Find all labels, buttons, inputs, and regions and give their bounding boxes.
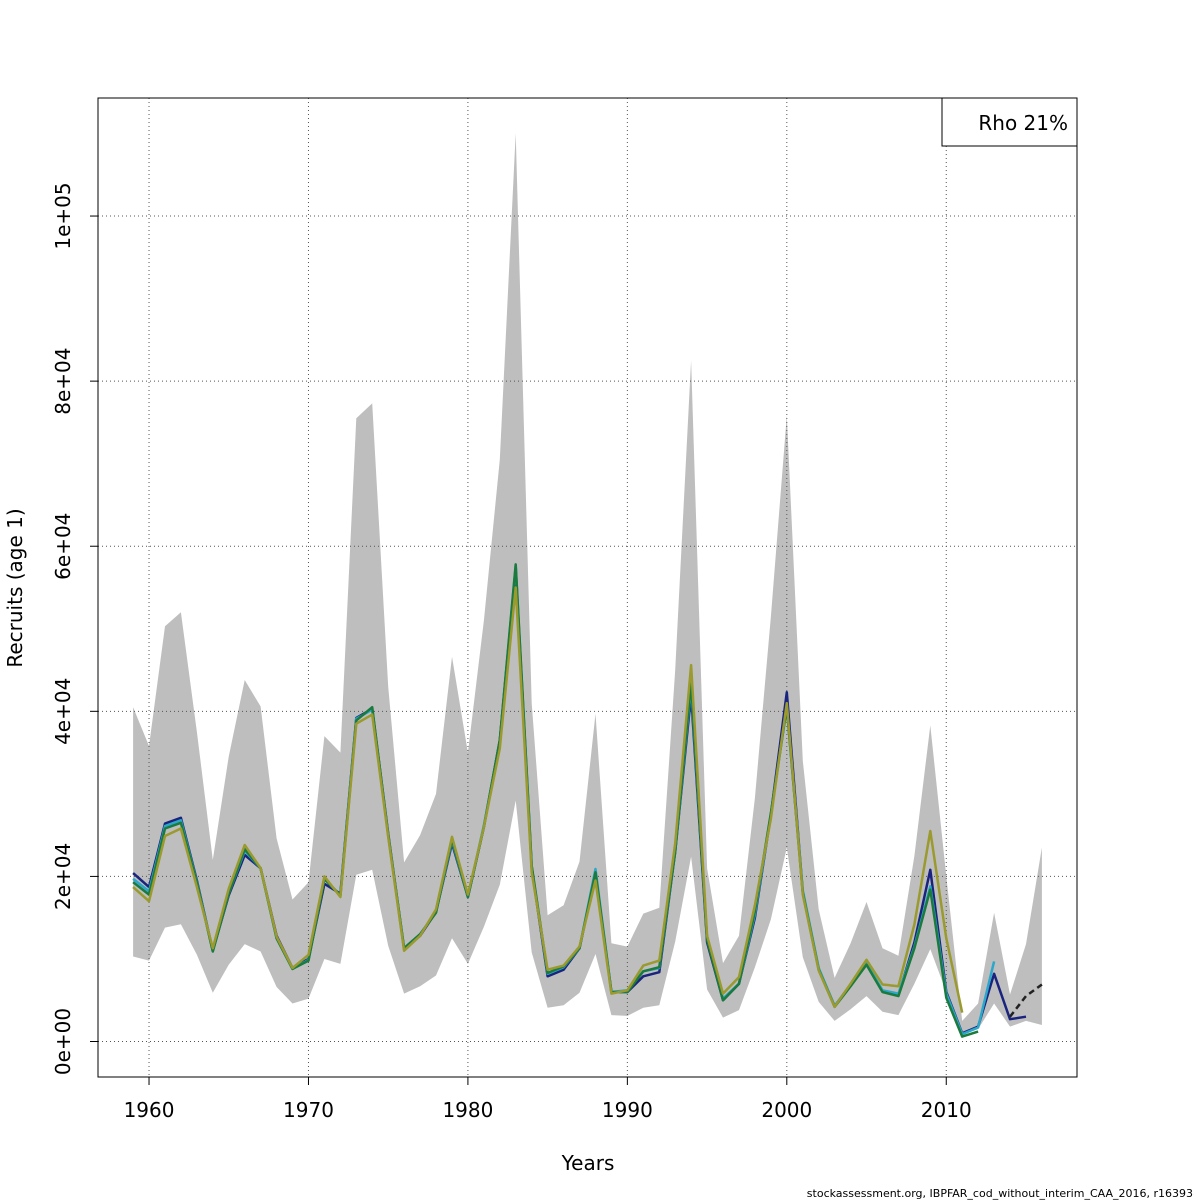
y-tick-label: 1e+05	[51, 182, 75, 249]
x-tick-label: 1990	[602, 1098, 653, 1122]
y-tick-label: 4e+04	[51, 678, 75, 745]
footer-note: stockassessment.org, IBPFAR_cod_without_…	[807, 1187, 1193, 1200]
legend: Rho 21%	[941, 97, 1078, 147]
plot-frame	[97, 97, 1078, 1078]
y-tick-label: 6e+04	[51, 513, 75, 580]
x-tick-label: 2000	[761, 1098, 812, 1122]
x-tick-label: 1960	[124, 1098, 175, 1122]
y-axis: 0e+00 2e+04 4e+04 6e+04 8e+04 1e+05	[51, 182, 98, 1075]
x-tick-label: 1980	[442, 1098, 493, 1122]
confidence-band	[133, 133, 1042, 1035]
y-tick-label: 8e+04	[51, 347, 75, 414]
x-tick-label: 1970	[283, 1098, 334, 1122]
legend-text: Rho 21%	[978, 111, 1068, 135]
x-tick-label: 2010	[921, 1098, 972, 1122]
y-axis-label: Recruits (age 1)	[3, 508, 27, 667]
series-layer	[132, 563, 1043, 1038]
confidence-band-layer	[133, 133, 1042, 1035]
y-tick-label: 0e+00	[51, 1008, 75, 1075]
legend-box	[941, 97, 1078, 147]
x-axis-label: Years	[561, 1151, 615, 1175]
y-tick-label: 2e+04	[51, 843, 75, 910]
x-axis: 1960 1970 1980 1990 2000 2010	[124, 1077, 972, 1122]
series-line-4	[132, 586, 964, 1013]
